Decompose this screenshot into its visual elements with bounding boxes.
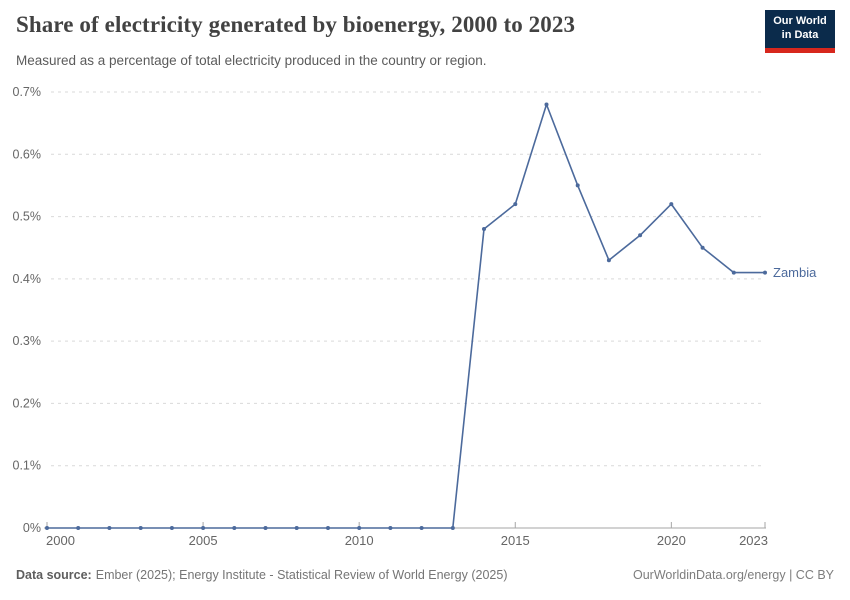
data-point[interactable] [638,233,643,238]
data-point[interactable] [763,270,767,275]
y-axis-tick-label: 0.4% [13,272,42,286]
series-line-zambia[interactable] [47,103,765,529]
data-point[interactable] [169,526,174,530]
attribution-note: OurWorldinData.org/energy | CC BY [632,568,834,582]
y-axis-tick-label: 0.2% [13,396,42,410]
x-axis-tick-label: 2010 [345,533,374,548]
series-end-label[interactable]: Zambia [773,265,817,280]
data-source-text: Ember (2025); Energy Institute - Statist… [95,568,508,582]
data-point[interactable] [419,526,424,530]
data-point[interactable] [45,526,49,530]
x-axis-tick-label: 2005 [189,533,218,548]
page-subtitle: Measured as a percentage of total electr… [16,53,487,68]
y-axis-tick-label: 0.6% [13,147,42,161]
data-point[interactable] [482,227,486,231]
x-axis-tick-label: 2015 [501,533,530,548]
chart-footer: Data source: Ember (2025); Energy Institu… [16,568,834,582]
owid-logo-line1: Our World [773,15,827,28]
data-point[interactable] [450,526,455,530]
data-point[interactable] [731,270,736,275]
y-axis-tick-label: 0.7% [13,85,42,99]
x-axis-tick-label: 2020 [657,533,686,548]
data-point[interactable] [294,526,299,530]
data-point[interactable] [669,202,674,207]
data-point[interactable] [544,102,549,107]
data-point[interactable] [138,526,143,530]
data-point[interactable] [357,526,362,530]
data-point[interactable] [107,526,112,530]
data-point[interactable] [700,245,705,250]
data-point[interactable] [326,526,330,530]
data-point[interactable] [606,258,611,263]
data-point[interactable] [263,526,268,530]
data-source-label: Data source: [16,568,92,582]
owid-logo: Our World in Data [765,10,835,53]
x-axis-tick-label: 2000 [46,533,75,548]
y-axis-tick-label: 0.3% [13,334,42,348]
data-source-note: Data source: Ember (2025); Energy Institu… [16,568,507,582]
data-point[interactable] [575,183,580,188]
y-axis-tick-label: 0.5% [13,210,42,224]
data-point[interactable] [513,202,518,207]
owid-logo-line2: in Data [781,29,819,41]
data-point[interactable] [232,526,237,530]
page-title: Share of electricity generated by bioene… [16,12,576,37]
data-point[interactable] [201,526,206,530]
data-point[interactable] [388,526,393,530]
y-axis-tick-label: 0% [23,521,41,535]
y-axis-tick-label: 0.1% [13,459,42,473]
x-axis-tick-label: 2023 [739,533,768,548]
data-point[interactable] [76,526,81,530]
